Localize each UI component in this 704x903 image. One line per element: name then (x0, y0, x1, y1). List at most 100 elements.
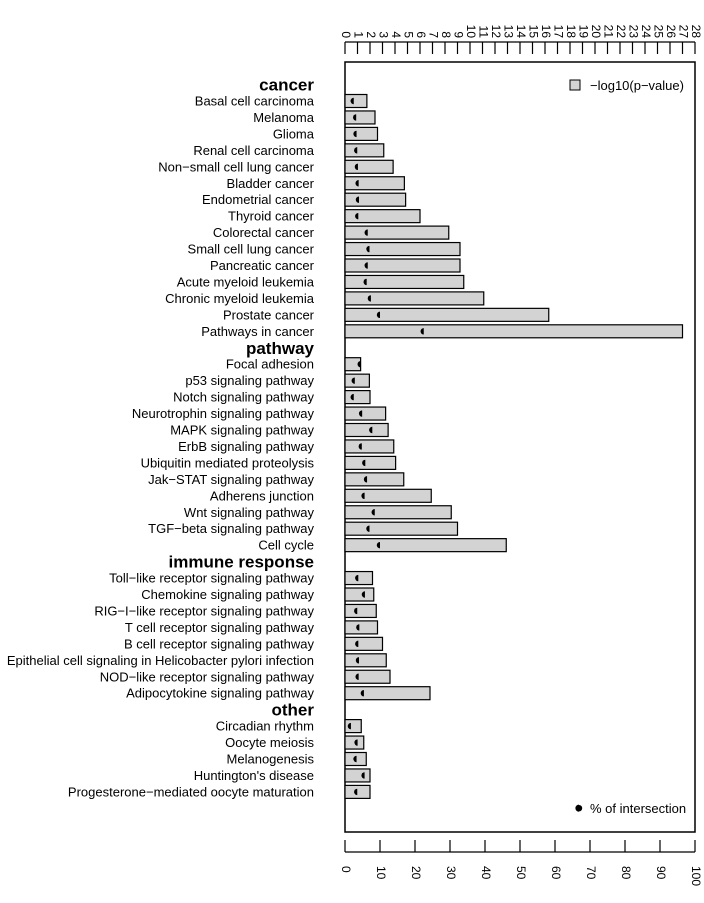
top-axis-tick-label: 25 (651, 25, 665, 39)
category-label: Wnt signaling pathway (184, 505, 315, 520)
top-axis-tick-label: 7 (426, 31, 440, 38)
category-label: Prostate cancer (223, 307, 315, 322)
bar (344, 110, 376, 125)
intersection-point (355, 657, 359, 664)
bar (344, 603, 377, 619)
category-label: TGF−beta signaling pathway (148, 521, 314, 536)
bar (344, 587, 375, 602)
bar (344, 209, 421, 224)
top-axis-tick-label: 22 (614, 25, 628, 39)
intersection-point (354, 163, 358, 170)
legend-bar-label: −log10(p−value) (590, 78, 684, 93)
intersection-point (356, 624, 360, 631)
intersection-point (354, 739, 358, 746)
top-axis-tick-label: 3 (376, 31, 390, 38)
intersection-point (347, 722, 351, 730)
category-label: Thyroid cancer (228, 209, 315, 224)
top-axis-tick-label: 19 (576, 25, 590, 39)
bars-layer (344, 93, 684, 800)
bottom-axis: 0 10 20 30 40 50 60 70 80 90 100 (339, 840, 703, 886)
category-label: Oocyte meiosis (225, 735, 314, 750)
legend-point-marker (575, 805, 583, 812)
category-label: Renal cell carcinoma (193, 143, 314, 158)
intersection-point (363, 278, 367, 286)
intersection-point (355, 196, 359, 203)
intersection-point (355, 640, 359, 648)
top-axis-tick-label: 27 (676, 25, 690, 39)
bar (344, 472, 405, 487)
intersection-point (361, 591, 365, 598)
intersection-point (355, 212, 359, 220)
category-label: Ubiquitin mediated proteolysis (141, 455, 315, 470)
bar (344, 488, 432, 503)
category-label: Acute myeloid leukemia (177, 274, 315, 289)
category-label: T cell receptor signaling pathway (125, 620, 315, 635)
bottom-axis-tick-label: 40 (479, 866, 493, 880)
category-label: Circadian rhythm (216, 719, 314, 734)
category-label: Small cell lung cancer (188, 242, 315, 257)
category-label: Melanoma (253, 110, 314, 125)
category-label: Adherens junction (210, 488, 314, 503)
category-label: NOD−like receptor signaling pathway (100, 669, 315, 684)
category-label: Adipocytokine signaling pathway (126, 686, 314, 701)
intersection-point (355, 180, 359, 187)
bar (344, 538, 507, 553)
bar (344, 390, 371, 405)
category-label: Notch signaling pathway (173, 390, 314, 405)
intersection-point (363, 476, 368, 483)
legend-bar-swatch (569, 79, 581, 91)
top-axis-tick-label: 18 (564, 25, 578, 39)
intersection-point (362, 459, 366, 467)
category-label: RIG−I−like receptor signaling pathway (94, 603, 314, 618)
top-axis-tick-label: 16 (539, 25, 553, 39)
legend-bar: −log10(p−value) (569, 78, 684, 93)
bar (344, 176, 405, 191)
intersection-point (350, 393, 354, 401)
intersection-point (350, 97, 354, 105)
top-axis-tick-label: 0 (339, 31, 353, 38)
top-axis-tick-label: 10 (464, 25, 478, 39)
category-label: Neurotrophin signaling pathway (132, 406, 315, 421)
top-axis: 0123456789101112131415161718192021222324… (339, 25, 703, 54)
bottom-axis-tick-label: 80 (619, 866, 633, 880)
category-label: Chemokine signaling pathway (141, 587, 314, 602)
bar (344, 422, 389, 438)
category-label: Focal adhesion (226, 357, 314, 372)
intersection-point (358, 443, 362, 450)
top-axis-tick-label: 2 (364, 31, 378, 38)
category-label: Glioma (273, 126, 315, 141)
intersection-point (353, 755, 357, 763)
intersection-point (364, 262, 368, 269)
category-label: ErbB signaling pathway (178, 439, 314, 454)
category-label: B cell receptor signaling pathway (124, 636, 315, 651)
category-label: Jak−STAT signaling pathway (148, 472, 314, 487)
intersection-point (376, 311, 380, 319)
bottom-axis-tick-label: 10 (374, 866, 388, 880)
bar (344, 159, 394, 174)
bar (344, 620, 379, 635)
intersection-point (354, 607, 358, 615)
intersection-point (376, 541, 380, 549)
points-layer (347, 97, 424, 796)
category-label: Pathways in cancer (201, 324, 314, 339)
top-axis-tick-label: 17 (551, 25, 565, 39)
intersection-point (360, 690, 364, 697)
category-label: Progesterone−mediated oocyte maturation (68, 784, 314, 799)
intersection-point (355, 673, 359, 680)
bar (344, 735, 365, 750)
top-axis-tick-label: 24 (639, 25, 653, 39)
bar (344, 225, 450, 240)
top-axis-tick-label: 4 (389, 31, 403, 38)
intersection-point (351, 377, 355, 384)
bar (344, 126, 379, 142)
bottom-axis-tick-label: 90 (654, 866, 668, 880)
bottom-axis-tick-label: 70 (584, 866, 598, 880)
category-label: Basal cell carcinoma (195, 94, 315, 109)
intersection-point (364, 229, 368, 236)
category-label: Melanogenesis (227, 752, 315, 767)
intersection-point (366, 525, 370, 532)
top-axis-tick-label: 13 (501, 25, 515, 39)
intersection-point (353, 130, 357, 138)
bar (344, 373, 370, 388)
top-axis-tick-label: 12 (489, 25, 503, 39)
